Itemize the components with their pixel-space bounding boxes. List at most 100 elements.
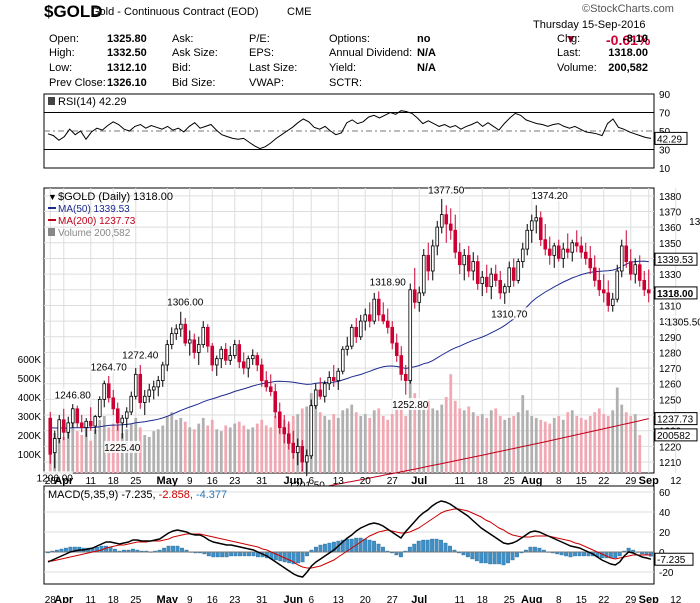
candle-body xyxy=(268,386,273,392)
candle-body xyxy=(345,345,350,350)
quote-value-v4-row2: N/A xyxy=(417,62,436,74)
annotation-label: 1225.40 xyxy=(104,443,141,454)
volume-bar xyxy=(120,433,124,473)
candle-body xyxy=(70,408,75,424)
volume-bar xyxy=(503,419,507,473)
macd-date-label: 20 xyxy=(360,595,372,603)
candle-body xyxy=(246,358,251,369)
volume-bar xyxy=(305,406,309,473)
candle-body xyxy=(475,261,480,284)
macd-hist-bar xyxy=(247,551,251,557)
candle-body xyxy=(556,245,561,259)
candle-body xyxy=(493,273,498,281)
macd-hist-bar xyxy=(220,551,225,558)
candle-body xyxy=(205,326,210,347)
price-date-label: 18 xyxy=(108,476,120,487)
quote-value-v1-row2: 1312.10 xyxy=(107,62,147,74)
candle-body xyxy=(88,420,93,427)
macd-date-label: 27 xyxy=(387,595,399,603)
volume-bar xyxy=(386,419,390,473)
price-date-label: 28 xyxy=(45,476,57,487)
volume-bar xyxy=(593,412,597,473)
candle-body xyxy=(52,438,57,454)
volume-bar xyxy=(399,400,403,473)
price-date-label: 22 xyxy=(598,476,610,487)
volume-bar xyxy=(183,421,187,473)
volume-bar xyxy=(188,427,192,473)
rsi-last-value: 42.29 xyxy=(657,134,682,145)
candle-body xyxy=(309,405,314,457)
rsi-tick-label: 90 xyxy=(659,90,671,101)
candle-body xyxy=(61,419,66,433)
candle-body xyxy=(318,389,323,397)
last-tag-box xyxy=(654,286,698,300)
macd-date-label: 16 xyxy=(207,595,219,603)
macd-hist-bar xyxy=(564,551,569,557)
candle-body xyxy=(264,380,269,388)
macd-hist-bar xyxy=(434,538,439,553)
price-tick-label: 1360 xyxy=(659,223,682,234)
candle-body xyxy=(183,323,188,344)
volume-bar xyxy=(390,414,394,473)
macd-last-tag: -7.235 xyxy=(654,552,694,566)
candle-body xyxy=(462,254,467,266)
macd-hist-bar xyxy=(474,551,479,562)
rsi-tick-label: 70 xyxy=(659,109,671,120)
candle-body xyxy=(480,276,485,284)
candle-body xyxy=(633,264,638,275)
price-date-label: 25 xyxy=(504,476,516,487)
legend-marker xyxy=(48,228,55,236)
quote-label-c1-row2: Low: xyxy=(49,62,73,74)
last-tag-box xyxy=(654,412,698,426)
candle-body xyxy=(543,239,548,250)
price-date-label: Jul xyxy=(411,475,427,487)
candle-body xyxy=(349,326,354,347)
candle-body xyxy=(376,298,381,316)
volume-bar xyxy=(359,416,363,473)
price-annotation: 1264.70 xyxy=(91,360,127,373)
price-date-label: 31 xyxy=(256,476,268,487)
quote-header: $GOLD Gold - Continuous Contract (EOD) C… xyxy=(0,0,700,93)
price-last-tag: 200582 xyxy=(654,428,698,442)
annotation-label: 1357.60 xyxy=(689,217,700,228)
volume-bar xyxy=(255,423,259,473)
volume-bar xyxy=(462,410,466,473)
price-date-label: 23 xyxy=(229,476,241,487)
macd-date-label: Sep xyxy=(639,594,659,603)
macd-date-label: 31 xyxy=(256,595,268,603)
candle-body xyxy=(394,342,399,356)
volume-bar xyxy=(480,414,484,473)
quote-label-c2-row0: Ask: xyxy=(172,33,194,45)
macd-hist-bar xyxy=(367,539,372,553)
quote-value-v4-row1: N/A xyxy=(417,47,436,59)
volume-bar xyxy=(372,410,376,473)
price-date-label: 18 xyxy=(477,476,489,487)
macd-hist-bar xyxy=(398,551,403,558)
legend-entry: MA(50) 1339.53 xyxy=(58,204,130,215)
price-date-label: 16 xyxy=(207,476,219,487)
candle-body xyxy=(525,229,530,250)
macd-date-label: 11 xyxy=(455,595,466,603)
candle-body xyxy=(484,276,489,288)
candle-body xyxy=(331,377,336,382)
macd-hist-bar xyxy=(573,551,577,557)
macd-hist-bar xyxy=(229,551,234,557)
volume-bar xyxy=(278,412,282,473)
rsi-line xyxy=(47,110,652,150)
candle-body xyxy=(93,416,98,427)
macd-hist-bar xyxy=(492,551,497,565)
candle-body xyxy=(372,298,377,322)
candle-body xyxy=(642,279,647,291)
candle-body xyxy=(399,355,404,375)
volume-bar xyxy=(350,404,354,473)
pct-change: -0.61% xyxy=(606,32,651,48)
candle-body xyxy=(196,344,201,353)
volume-bar xyxy=(80,435,84,473)
volume-bar xyxy=(561,419,565,473)
price-annotation: 1306.00 xyxy=(167,295,204,309)
brand-logo: ©StockCharts.com xyxy=(582,3,674,15)
ma50-line xyxy=(50,260,649,429)
annotation-bg xyxy=(666,315,700,328)
quote-value-v1-row0: 1325.80 xyxy=(107,33,147,45)
candle-body xyxy=(79,422,84,428)
